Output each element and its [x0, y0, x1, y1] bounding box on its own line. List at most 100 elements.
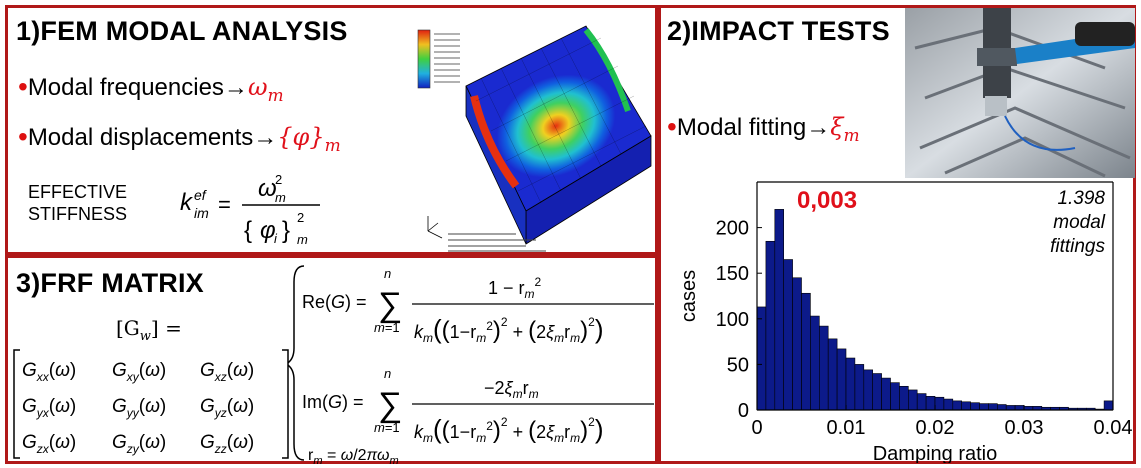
impact-panel: 2)IMPACT TESTS •Modal fitting→ξm 0 0.01 0.…: [658, 5, 1136, 464]
svg-text:rm = ω/2πωm: rm = ω/2πωm: [308, 447, 399, 464]
histogram-bar: [810, 315, 820, 411]
histogram-bar: [765, 240, 776, 411]
svg-text:ef: ef: [194, 187, 208, 203]
svg-text:Gzz(ω): Gzz(ω): [200, 432, 254, 456]
svg-text:Im(G) =: Im(G) =: [302, 392, 364, 412]
fem-mode-shape-image: [417, 25, 652, 252]
svg-text:{: {: [244, 217, 252, 244]
y-axis-label: cases: [678, 270, 700, 322]
svg-text:Gzx(ω): Gzx(ω): [22, 432, 76, 456]
fem-bullet-displacements: •Modal displacements→{φ}m: [18, 120, 341, 156]
histogram-bar: [934, 396, 945, 411]
svg-text:Gyx(ω): Gyx(ω): [22, 396, 76, 420]
histogram-bar: [996, 404, 1007, 411]
svg-text:}: }: [282, 217, 290, 244]
histogram-bar: [801, 292, 811, 411]
histogram-bar: [836, 348, 847, 411]
histogram-bar: [756, 306, 767, 411]
y-tick-label: 200: [716, 218, 749, 240]
frf-matrix-lhs: [Gw] =: [116, 316, 182, 344]
fittings-note: modal: [1053, 212, 1106, 233]
svg-text:m: m: [275, 190, 286, 205]
fem-title: 1)FEM MODAL ANALYSIS: [16, 16, 348, 46]
x-tick-label: 0.02: [916, 417, 955, 439]
x-tick-label: 0.03: [1005, 417, 1044, 439]
histogram-bar: [952, 400, 962, 411]
svg-text:∑: ∑: [378, 286, 402, 324]
histogram-bar: [908, 389, 918, 411]
svg-text:Re(G) =: Re(G) =: [302, 292, 367, 312]
histogram-bar: [827, 338, 838, 411]
y-tick-label: 50: [727, 354, 749, 376]
phi-symbol: {φ}m: [277, 123, 341, 156]
omega-symbol: ωm: [247, 73, 284, 106]
svg-text:=: =: [218, 192, 231, 217]
histogram-bar: [819, 325, 829, 411]
impact-test-photo: [905, 8, 1135, 178]
x-axis-label: Damping ratio: [873, 443, 998, 463]
svg-text:m=1: m=1: [374, 320, 400, 335]
histogram-bar: [970, 402, 980, 411]
histogram-bar: [845, 357, 856, 411]
svg-text:Gyz(ω): Gyz(ω): [200, 396, 254, 420]
histogram-bar: [961, 401, 971, 411]
x-tick-label: 0.04: [1094, 417, 1133, 439]
svg-text:km((1−rm2)2 + (2ξmrm)2): km((1−rm2)2 + (2ξmrm)2): [414, 414, 604, 445]
svg-text:n: n: [384, 266, 391, 281]
histogram-bar: [925, 396, 936, 411]
svg-text:Gyy(ω): Gyy(ω): [112, 396, 166, 420]
svg-text:i: i: [274, 231, 278, 246]
svg-text:Gxy(ω): Gxy(ω): [112, 360, 166, 384]
bullet-icon: •: [667, 111, 677, 142]
histogram-bar: [1103, 400, 1114, 411]
histogram-bar: [881, 377, 891, 411]
histogram-bar: [979, 403, 989, 411]
frf-matrix: Gxx(ω) Gxy(ω) Gxz(ω) Gyx(ω) Gyy(ω) Gyz(ω…: [13, 349, 289, 459]
histogram-bar: [792, 277, 802, 411]
frf-equations: Re(G) = ∑ n m=1 1 − rm2 km((1−rm2)2 + (2…: [288, 265, 654, 464]
svg-text:km((1−rm2)2 + (2ξmrm)2): km((1−rm2)2 + (2ξmrm)2): [414, 314, 604, 345]
xi-symbol: ξm: [830, 113, 860, 146]
bullet-icon: •: [18, 121, 28, 152]
svg-text:n: n: [384, 366, 391, 381]
svg-text:−2ξmrm: −2ξmrm: [484, 378, 539, 401]
fittings-note: fittings: [1050, 236, 1105, 257]
histogram-bar: [1014, 405, 1025, 411]
svg-text:Gzy(ω): Gzy(ω): [112, 432, 166, 456]
svg-text:Gxx(ω): Gxx(ω): [22, 360, 76, 384]
impact-title: 2)IMPACT TESTS: [667, 16, 890, 46]
histogram-bar: [899, 385, 909, 411]
bullet-text: Modal frequencies→: [27, 74, 248, 101]
histogram-bar: [783, 259, 793, 411]
y-tick-label: 150: [716, 263, 749, 285]
fem-panel: 1)FEM MODAL ANALYSIS •Modal frequencies→…: [5, 5, 658, 255]
impact-bullet-fitting: •Modal fitting→ξm: [667, 110, 860, 146]
fittings-note: 1.398: [1057, 188, 1105, 209]
frf-title: 3)FRF MATRIX: [16, 268, 204, 298]
x-tick-label: 0: [751, 417, 762, 439]
y-tick-label: 100: [716, 309, 749, 331]
svg-text:m=1: m=1: [374, 420, 400, 435]
effective-stiffness-formula: k ef im = ω 2 m { φ i } 2 m: [180, 172, 320, 247]
histogram-bar: [872, 373, 882, 411]
fem-bullet-frequencies: •Modal frequencies→ωm: [18, 70, 284, 106]
svg-text:im: im: [194, 205, 209, 221]
svg-text:1 − rm2: 1 − rm2: [488, 275, 542, 301]
svg-text:∑: ∑: [378, 386, 402, 424]
damping-ratio-histogram: 0 0.01 0.02 0.03 0.04 0 50 100 150 200 Damping rat…: [678, 181, 1133, 463]
bullet-text: Modal displacements→: [27, 124, 278, 151]
svg-text:ω: ω: [258, 175, 277, 202]
histogram-bar: [774, 209, 785, 411]
svg-text:m: m: [297, 232, 308, 247]
svg-text:2: 2: [275, 172, 282, 187]
bullet-icon: •: [18, 71, 28, 102]
histogram-bar: [988, 403, 998, 411]
frf-panel: 3)FRF MATRIX [Gw] = Gxx(ω) Gxy(ω) Gxz(ω)…: [5, 255, 658, 464]
y-tick-label: 0: [738, 400, 749, 422]
histogram-bar: [943, 398, 954, 411]
histogram-bar: [863, 369, 874, 411]
svg-text:2: 2: [297, 210, 304, 225]
histogram-bar: [916, 393, 927, 411]
x-tick-label: 0.01: [827, 417, 866, 439]
bullet-text: Modal fitting→: [676, 114, 831, 141]
